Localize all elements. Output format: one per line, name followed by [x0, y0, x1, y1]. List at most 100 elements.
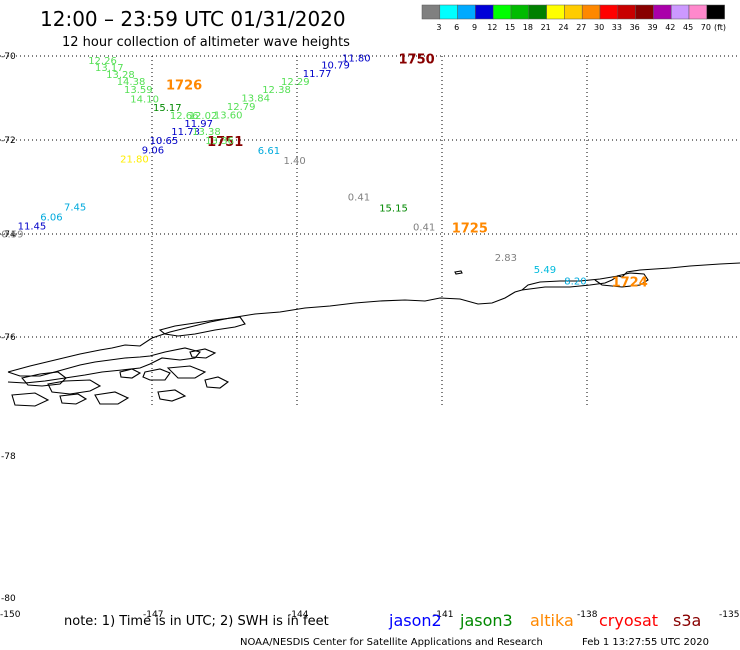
lat-label-70: -70	[1, 52, 16, 62]
pass-time-label: 1751	[207, 135, 243, 150]
swh-value-label: 2.83	[495, 253, 517, 264]
legend-swatch	[706, 4, 725, 20]
lat-label-72: -72	[1, 136, 16, 146]
swh-value-label: 1.40	[284, 156, 306, 167]
legend-swatch	[581, 4, 601, 20]
lon-label-135: -135	[719, 610, 739, 620]
island-4	[166, 365, 207, 379]
island-3	[142, 368, 171, 381]
lat-label-80: -80	[1, 594, 16, 604]
legend-swatch	[457, 4, 476, 20]
coastline-shelf-edge	[521, 275, 619, 291]
swh-value-label: 13.38	[192, 127, 221, 138]
satellite-altika: altika	[530, 611, 574, 630]
lon-label-147: -147	[143, 610, 163, 620]
swh-value-label: 11.45	[18, 222, 47, 233]
swh-value-label: 14.38	[117, 77, 146, 88]
lat-label-78: -78	[1, 452, 16, 462]
lat-label-76: -76	[1, 333, 16, 343]
island-9	[189, 348, 217, 359]
swh-value-label: 21.80	[120, 154, 149, 165]
wave-height-legend: 3 6 9 12 15 18 21 24 27 30 33 36 39 42 45 70 (ft)	[421, 4, 726, 32]
legend-label: 30	[594, 23, 604, 32]
swh-value-label: 0.59	[1, 230, 23, 241]
island-6	[11, 392, 50, 407]
legend-swatch	[546, 4, 565, 20]
swh-value-label: 12.66	[170, 111, 199, 122]
legend-label: 39	[647, 23, 657, 32]
island-11	[59, 393, 88, 405]
swh-value-label: 15.15	[379, 204, 408, 215]
legend-swatch	[564, 4, 583, 20]
swh-value-label: 11.97	[184, 119, 213, 130]
island-7	[157, 389, 187, 402]
legend-swatch	[475, 4, 494, 20]
legend-swatch	[492, 4, 512, 20]
satellite-legend: jason2 jason3 altika cryosat s3a	[388, 611, 701, 630]
swh-value-label: 13.36	[205, 136, 234, 147]
swh-value-label: 12.29	[281, 77, 310, 88]
swh-value-label: 11.77	[303, 69, 332, 80]
island-12	[454, 270, 463, 275]
legend-swatch	[635, 4, 654, 20]
swh-value-label: 13.59	[124, 85, 153, 96]
swh-value-label: 10.79	[321, 60, 350, 71]
island-5	[94, 391, 130, 405]
lon-label-141: -141	[433, 610, 453, 620]
legend-swatch	[510, 4, 530, 20]
legend-label: 24	[558, 23, 568, 32]
swh-value-label: 12.79	[227, 102, 256, 113]
swh-value-label: 6.61	[258, 146, 280, 157]
pass-time-label: 1724	[612, 275, 648, 290]
swh-value-label: 0.41	[348, 192, 370, 203]
satellite-jason3: jason3	[459, 611, 513, 630]
legend-label: 9	[472, 23, 477, 32]
legend-label: 6	[454, 23, 459, 32]
legend-unit-label: (ft)	[714, 23, 726, 32]
legend-swatch	[617, 4, 636, 20]
satellite-jason2: jason2	[388, 611, 442, 630]
legend-label: 12	[487, 23, 497, 32]
lon-label-144: -144	[288, 610, 309, 620]
island-2	[47, 379, 102, 395]
legend-label: 45	[683, 23, 693, 32]
satellite-s3a: s3a	[673, 611, 701, 630]
legend-label: 33	[612, 23, 622, 32]
swh-value-label: 12.02	[189, 111, 218, 122]
swh-value-label: 11.73	[171, 127, 200, 138]
coastline-ice-tongue	[611, 272, 649, 288]
swh-value-label: 5.49	[534, 265, 556, 276]
footer-credit: NOAA/NESDIS Center for Satellite Applica…	[240, 637, 543, 648]
swh-value-label: 14.10	[130, 94, 159, 105]
swh-value-label: 12.38	[262, 85, 291, 96]
legend-swatch	[599, 4, 619, 20]
coastline	[7, 262, 740, 407]
swh-value-label: 13.28	[106, 70, 135, 81]
legend-label: 3	[436, 23, 441, 32]
pass-time-label: 1750	[399, 52, 435, 67]
legend-label: 18	[523, 23, 533, 32]
lon-labels: -150 -147 -144 -141 -138 -135	[0, 610, 739, 620]
swh-value-label: 0.41	[413, 223, 435, 234]
swh-value-label: 10.65	[150, 136, 179, 147]
swh-value-label: 6.06	[40, 213, 62, 224]
lat-label-74: -74	[1, 230, 16, 240]
swh-value-label: 13.60	[214, 110, 243, 121]
swh-value-label: 7.45	[64, 203, 86, 214]
legend-label: 21	[541, 23, 551, 32]
satellite-cryosat: cryosat	[599, 611, 658, 630]
island-8	[204, 376, 230, 389]
swh-observations: 12.2613.1713.2814.3813.5914.1015.1712.66…	[1, 52, 648, 290]
lat-lon-grid	[0, 55, 740, 405]
legend-label: 15	[505, 23, 515, 32]
legend-swatch	[439, 4, 458, 20]
legend-label: 36	[630, 23, 640, 32]
pass-time-label: 1725	[452, 222, 488, 237]
coastline-west-peninsula	[7, 347, 201, 384]
legend-swatch	[670, 4, 690, 20]
legend-label: 42	[665, 23, 675, 32]
map-subtitle: 12 hour collection of altimeter wave hei…	[62, 35, 350, 50]
lon-label-138: -138	[577, 610, 598, 620]
island-10	[119, 368, 142, 379]
